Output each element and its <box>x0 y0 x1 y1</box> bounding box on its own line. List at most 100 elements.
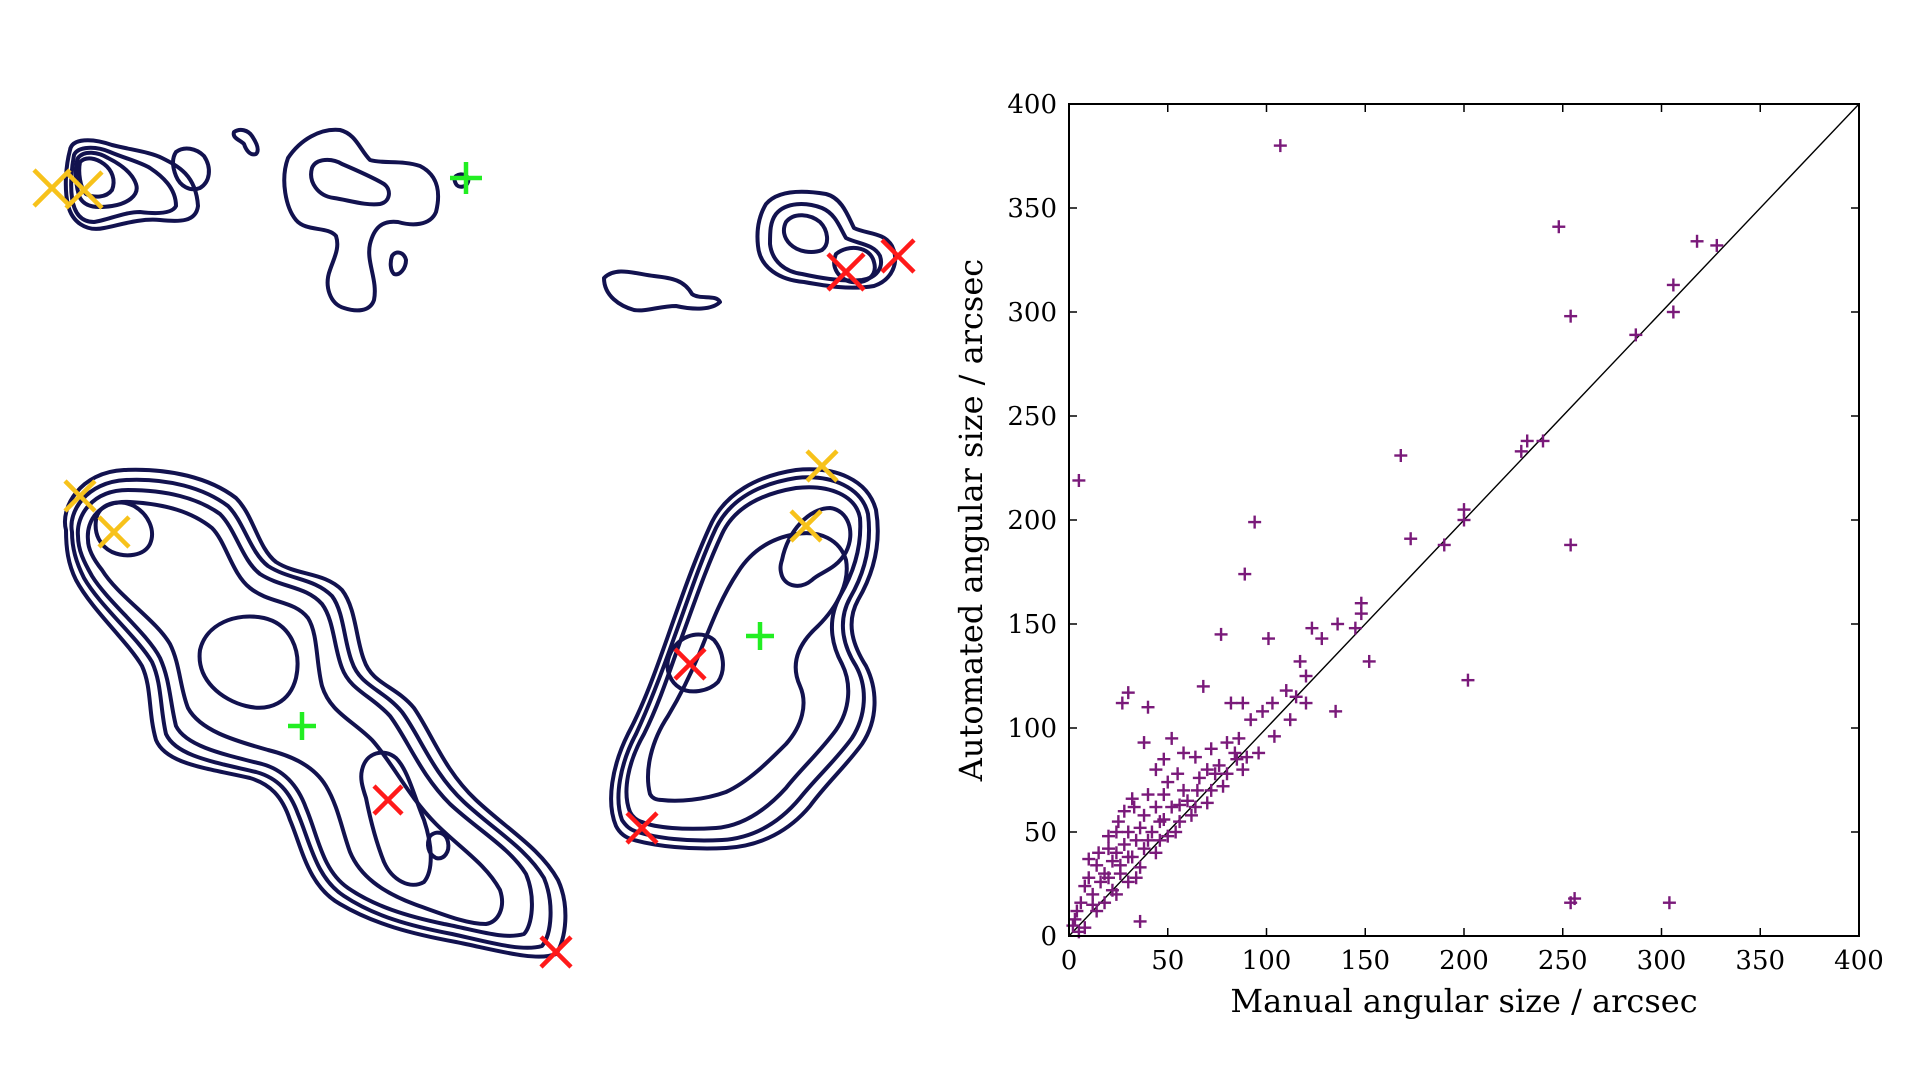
scatter-point <box>1090 904 1104 918</box>
scatter-point <box>1457 513 1471 527</box>
scatter-point <box>1133 860 1147 874</box>
marker-stroke <box>673 647 707 681</box>
scatter-point <box>1109 825 1123 839</box>
scatter-point <box>1200 763 1214 777</box>
marker-stroke <box>625 811 659 845</box>
scatter-point <box>1273 139 1287 153</box>
scatter-point <box>1177 783 1191 797</box>
scatter-point <box>1068 912 1082 926</box>
y-tick-label: 200 <box>1007 506 1057 536</box>
scatter-point <box>1149 846 1163 860</box>
scatter-point <box>1662 896 1676 910</box>
scatter-point <box>1153 833 1167 847</box>
cross-marker <box>673 647 707 681</box>
scatter-point <box>1238 567 1252 581</box>
scatter-point <box>1252 746 1266 760</box>
scatter-point <box>1125 792 1139 806</box>
scatter-point <box>1564 538 1578 552</box>
cross-marker <box>880 238 916 274</box>
scatter-point <box>1710 238 1724 252</box>
scatter-point <box>1220 767 1234 781</box>
contour-top-right-mid <box>768 202 883 283</box>
scatter-point <box>1256 704 1270 718</box>
y-tick-label: 0 <box>1040 922 1057 952</box>
contour-map-panel <box>63 127 898 959</box>
scatter-point <box>1236 763 1250 777</box>
scatter-point <box>1536 434 1550 448</box>
scatter-point <box>1315 632 1329 646</box>
scatter-point <box>1348 621 1362 635</box>
scatter-point <box>1299 696 1313 710</box>
scatter-point <box>1261 632 1275 646</box>
scatter-point <box>1568 892 1582 906</box>
scatter-point <box>1212 758 1226 772</box>
scatter-point <box>1137 808 1151 822</box>
contour-top-right-inner <box>781 213 829 254</box>
scatter-point <box>1133 821 1147 835</box>
scatter-point <box>1404 532 1418 546</box>
scatter-point <box>1127 800 1141 814</box>
y-tick-label: 300 <box>1007 298 1057 328</box>
y-tick-label: 400 <box>1007 90 1057 120</box>
scatter-point <box>1092 846 1106 860</box>
y-tick-label: 100 <box>1007 714 1057 744</box>
x-tick-label: 50 <box>1151 946 1184 976</box>
scatter-point <box>1224 696 1238 710</box>
scatter-plot: 0 50 100 150 200 250 300 350 400 0 50 100 150 200 250… <box>952 90 1884 1020</box>
contour-top-mid-inner <box>309 157 391 207</box>
scatter-point <box>1157 752 1171 766</box>
scatter-point <box>1117 804 1131 818</box>
scatter-point <box>1520 434 1534 448</box>
x-axis-label: Manual angular size / arcsec <box>1230 982 1697 1020</box>
x-tick-label: 100 <box>1242 946 1292 976</box>
scatter-point <box>1228 746 1242 760</box>
scatter-point <box>1149 800 1163 814</box>
scatter-point <box>1102 871 1115 885</box>
scatter-point <box>1220 736 1234 750</box>
scatter-point <box>1184 808 1198 822</box>
marker-stroke <box>32 168 72 208</box>
scatter-point <box>1437 538 1451 552</box>
scatter-point <box>1331 617 1345 631</box>
scatter-point <box>1362 654 1376 668</box>
scatter-point <box>1121 686 1135 700</box>
scatter-point <box>1394 449 1408 463</box>
scatter-point <box>1145 825 1159 839</box>
scatter-point <box>1204 783 1218 797</box>
scatter-point <box>1165 800 1179 814</box>
contour-bottom-left-2 <box>69 477 553 950</box>
scatter-point <box>1129 871 1143 885</box>
scatter-point <box>1149 763 1163 777</box>
marker-stroke <box>789 509 823 543</box>
cross-marker <box>539 935 573 969</box>
scatter-point <box>1105 854 1119 868</box>
x-tick-label: 350 <box>1735 946 1785 976</box>
scatter-point <box>1240 750 1254 764</box>
scatter-point <box>1074 896 1088 910</box>
scatter-point <box>1177 746 1191 760</box>
source-markers <box>32 162 916 969</box>
contour-top-left-6 <box>231 127 260 157</box>
plus-marker <box>450 162 482 194</box>
scatter-point <box>1190 783 1204 797</box>
scatter-point <box>1289 690 1303 704</box>
contour-bottom-left-inner-a <box>93 500 154 558</box>
scatter-point <box>1230 752 1244 766</box>
scatter-point <box>1265 696 1279 710</box>
scatter-point <box>1070 904 1084 918</box>
contour-bottom-left-inner-d <box>426 830 451 861</box>
marker-stroke <box>880 238 916 274</box>
marker-stroke <box>826 252 866 292</box>
contour-top-right-knot <box>832 245 877 285</box>
scatter-point <box>1137 736 1151 750</box>
contour-top-left-5 <box>171 146 211 192</box>
scatter-point <box>1244 713 1258 727</box>
cross-marker <box>805 449 839 483</box>
scatter-points <box>1066 139 1724 939</box>
contour-bottom-right-inner-a <box>778 506 853 588</box>
y-tick-label: 50 <box>1024 818 1057 848</box>
contour-bottom-right-4 <box>646 531 849 803</box>
cross-marker <box>789 509 823 543</box>
scatter-point <box>1279 684 1293 698</box>
